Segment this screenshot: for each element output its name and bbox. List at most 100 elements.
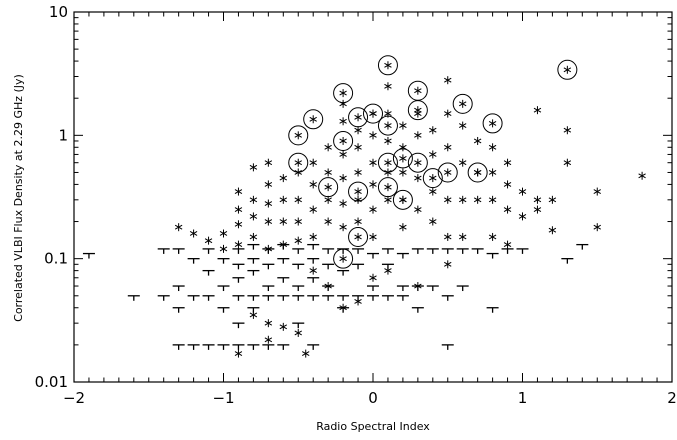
upper-limit-point bbox=[516, 248, 529, 254]
y-axis-ticks: 0.01 0.1 1 10 bbox=[35, 3, 672, 391]
upper-limit-point bbox=[367, 295, 379, 301]
asterisk-point bbox=[339, 223, 347, 232]
upper-limit-point bbox=[292, 285, 305, 292]
asterisk-point bbox=[503, 205, 512, 214]
asterisk-point bbox=[279, 174, 288, 183]
asterisk-point bbox=[429, 187, 437, 196]
asterisk-point bbox=[444, 260, 452, 269]
asterisk-point bbox=[458, 158, 467, 167]
upper-limit-point bbox=[202, 269, 215, 276]
asterisk-point bbox=[563, 158, 572, 167]
asterisk-point bbox=[301, 349, 310, 358]
asterisk-point bbox=[324, 143, 332, 152]
asterisk-point bbox=[488, 143, 497, 152]
asterisk-point bbox=[473, 136, 482, 145]
upper-limit-point bbox=[172, 285, 185, 292]
asterisk-point bbox=[548, 226, 557, 235]
asterisk-point bbox=[488, 232, 497, 241]
asterisk-point bbox=[429, 126, 437, 135]
asterisk-point bbox=[249, 163, 258, 172]
asterisk-point bbox=[279, 195, 288, 204]
asterisk-point bbox=[264, 158, 273, 167]
asterisk-point bbox=[249, 212, 258, 221]
upper-limit-point bbox=[187, 295, 200, 301]
upper-limit-point bbox=[292, 295, 305, 301]
upper-limit-point bbox=[262, 344, 275, 350]
upper-limit-point bbox=[82, 252, 95, 259]
upper-limit-point bbox=[217, 285, 230, 292]
upper-limit-point bbox=[247, 307, 260, 313]
upper-limit-point bbox=[426, 285, 439, 292]
upper-limit-point bbox=[157, 248, 170, 254]
upper-limit-point bbox=[277, 344, 290, 350]
asterisk-point bbox=[294, 236, 302, 245]
circled-point bbox=[392, 148, 413, 169]
asterisk-point bbox=[309, 180, 317, 189]
upper-limit-point bbox=[232, 277, 245, 283]
upper-limit-point bbox=[337, 307, 350, 313]
asterisk-point bbox=[488, 195, 497, 204]
upper-limit-point bbox=[232, 322, 245, 329]
circled-point bbox=[452, 93, 473, 114]
upper-limit-point bbox=[352, 248, 365, 254]
upper-limit-point bbox=[441, 295, 454, 301]
asterisk-point bbox=[264, 180, 273, 189]
upper-limit-point bbox=[381, 248, 394, 254]
asterisk-point bbox=[279, 217, 288, 226]
x-tick-label: −2 bbox=[63, 389, 85, 407]
asterisk-point bbox=[369, 273, 377, 282]
data-points bbox=[82, 55, 646, 358]
circled-point bbox=[348, 107, 369, 128]
asterisk-point bbox=[234, 187, 243, 196]
asterisk-point bbox=[518, 187, 527, 196]
upper-limit-point bbox=[307, 258, 320, 264]
asterisk-point bbox=[399, 143, 407, 152]
upper-limit-point bbox=[471, 248, 484, 254]
circled-point bbox=[377, 152, 398, 173]
asterisk-point bbox=[204, 236, 213, 245]
upper-limit-point bbox=[157, 295, 170, 301]
circled-point bbox=[288, 125, 309, 146]
asterisk-point bbox=[174, 223, 183, 232]
asterisk-point bbox=[234, 349, 243, 358]
asterisk-point bbox=[414, 131, 422, 140]
axes-frame bbox=[73, 11, 673, 383]
asterisk-point bbox=[354, 168, 362, 177]
upper-limit-point bbox=[307, 277, 320, 283]
circled-point bbox=[407, 100, 428, 121]
asterisk-point bbox=[294, 217, 302, 226]
asterisk-point bbox=[249, 232, 258, 241]
y-tick-label: 0.01 bbox=[35, 373, 68, 391]
asterisk-point bbox=[294, 328, 302, 337]
asterisk-point bbox=[458, 232, 467, 241]
upper-limit-point bbox=[292, 248, 305, 254]
asterisk-point bbox=[309, 266, 317, 275]
circled-point bbox=[557, 59, 578, 80]
upper-limit-point bbox=[441, 248, 454, 254]
circled-point bbox=[482, 113, 503, 134]
y-tick-label: 0.1 bbox=[44, 250, 68, 268]
asterisk-point bbox=[488, 168, 497, 177]
asterisk-point bbox=[399, 223, 407, 232]
circled-point bbox=[363, 103, 383, 124]
upper-limit-point bbox=[277, 243, 290, 250]
upper-limit-point bbox=[217, 344, 230, 350]
circled-point bbox=[407, 80, 428, 101]
circled-point bbox=[377, 177, 398, 198]
asterisk-point bbox=[264, 217, 273, 226]
upper-limit-point bbox=[322, 263, 335, 270]
upper-limit-point bbox=[307, 344, 320, 350]
upper-limit-point bbox=[217, 307, 230, 313]
upper-limit-point bbox=[561, 258, 574, 264]
asterisk-point bbox=[533, 106, 542, 115]
asterisk-point bbox=[533, 205, 542, 214]
y-axis-label: Correlated VLBI Flux Density at 2.29 GHz… bbox=[12, 74, 25, 322]
upper-limit-point bbox=[202, 344, 215, 350]
asterisk-point bbox=[339, 174, 347, 183]
x-tick-label: 0 bbox=[368, 389, 378, 407]
upper-limit-point bbox=[352, 295, 365, 301]
asterisk-point bbox=[339, 150, 347, 159]
upper-limit-point bbox=[411, 285, 424, 292]
asterisk-point bbox=[219, 229, 228, 238]
upper-limit-point bbox=[411, 248, 424, 254]
